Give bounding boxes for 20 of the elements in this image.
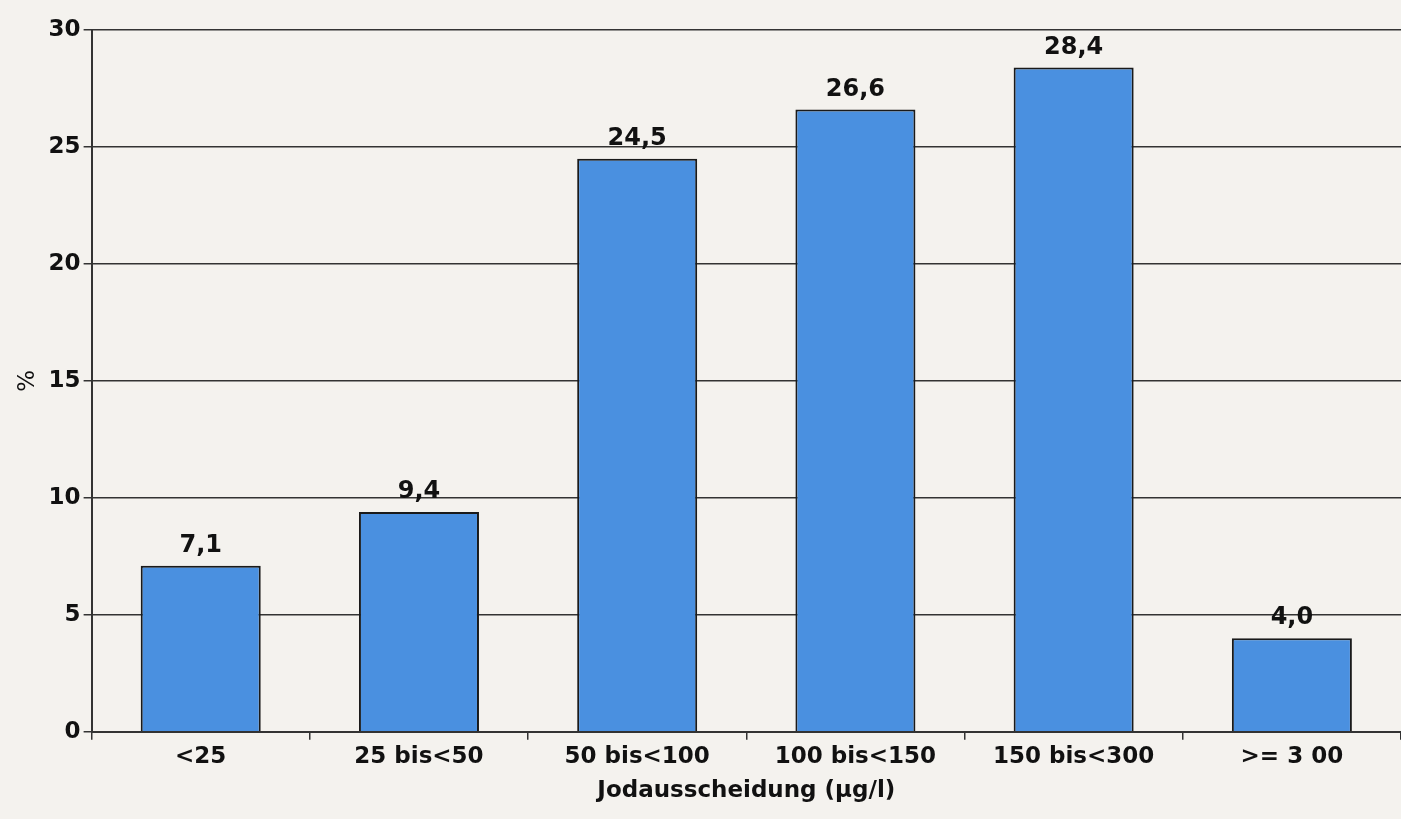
data-label: 9,4 xyxy=(397,476,441,505)
y-tick-label: 20 xyxy=(48,248,81,275)
y-tick-label: 0 xyxy=(64,716,81,743)
x-tick-label: >= 3 00 xyxy=(1240,741,1344,768)
data-label: 28,4 xyxy=(1044,31,1104,60)
x-tick-label: 25 bis<50 xyxy=(354,741,484,768)
data-label: 24,5 xyxy=(607,122,667,151)
x-tick-label: <25 xyxy=(175,741,227,768)
y-tick-label: 15 xyxy=(48,365,81,392)
x-tick-label: 150 bis<300 xyxy=(992,741,1155,768)
y-tick-label: 30 xyxy=(48,14,81,41)
x-tick-label: 100 bis<150 xyxy=(774,741,937,768)
x-tick-label: 50 bis<100 xyxy=(564,741,710,768)
data-label: 26,6 xyxy=(825,73,886,102)
x-axis-title: Jodausscheidung (µg/l) xyxy=(595,776,896,803)
y-tick-label: 10 xyxy=(48,482,81,509)
data-label: 7,1 xyxy=(179,529,222,558)
y-axis-title: % xyxy=(12,369,39,392)
y-tick-label: 5 xyxy=(64,599,81,626)
y-tick-label: 25 xyxy=(48,131,81,158)
